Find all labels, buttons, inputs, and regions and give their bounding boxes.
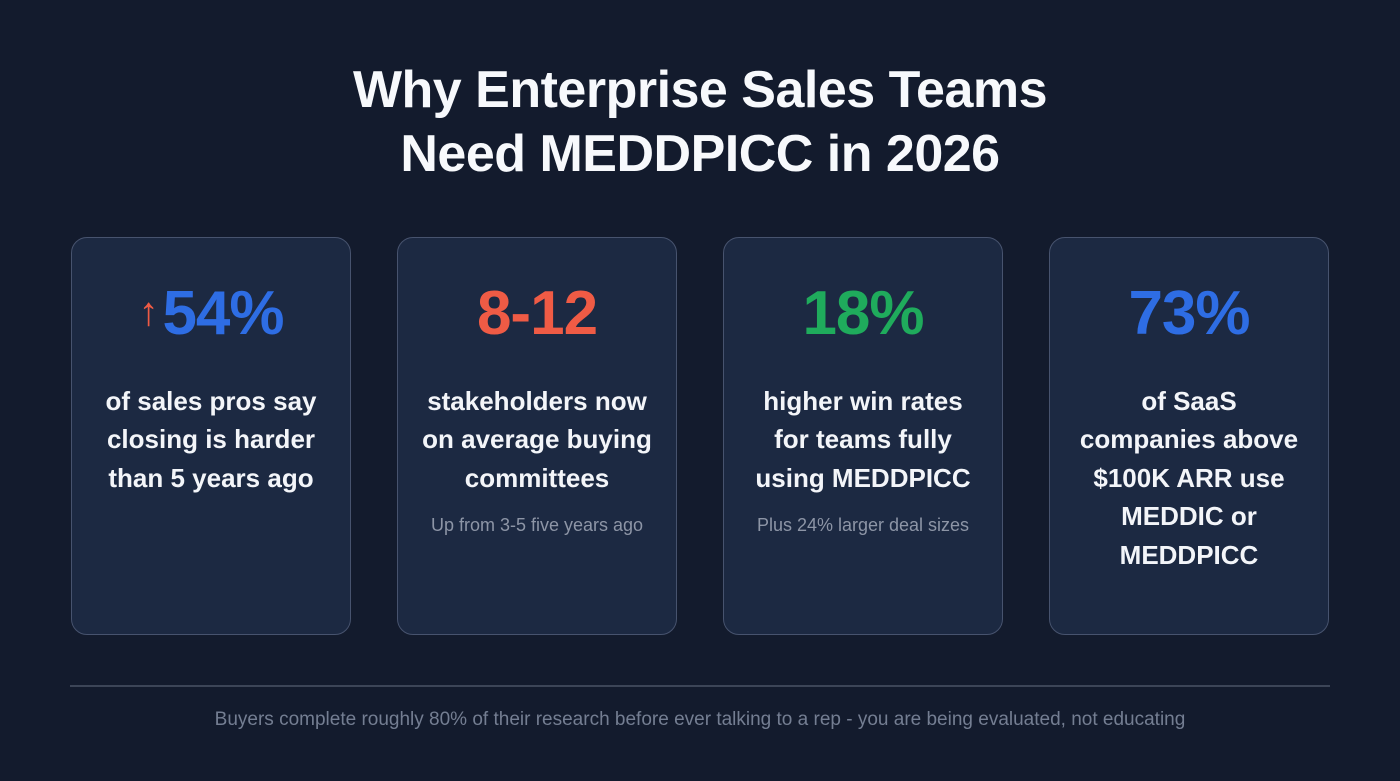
stat-value: 8-12	[476, 278, 598, 348]
stat-cards-row: ↑ 54% of sales pros say closing is harde…	[0, 236, 1400, 635]
page-title-line-2: Need MEDDPICC in 2026	[400, 125, 1000, 184]
stat-line: 18%	[802, 272, 924, 356]
stat-line: 73%	[1128, 272, 1250, 356]
page-title-line-1: Why Enterprise Sales Teams	[352, 61, 1048, 119]
stat-line: ↑ 54%	[138, 272, 284, 356]
footer-note: Buyers complete roughly 80% of their res…	[214, 708, 1186, 730]
up-arrow-icon: ↑	[138, 289, 159, 334]
stat-body: of SaaS companies above $100K ARR use ME…	[1079, 385, 1299, 570]
stat-value: 54%	[162, 278, 284, 348]
stat-card-saas-adoption: 73% of SaaS companies above $100K ARR us…	[1049, 236, 1329, 635]
stat-caption: Plus 24% larger deal sizes	[756, 515, 970, 536]
stat-value: 18%	[802, 278, 924, 348]
stat-body: higher win rates for teams fully using M…	[755, 385, 971, 493]
stat-caption: Up from 3-5 five years ago	[430, 515, 644, 536]
stat-card-stakeholders: 8-12 stakeholders now on average buying …	[397, 236, 677, 635]
stat-value: 73%	[1128, 278, 1250, 348]
stat-line: 8-12	[476, 272, 598, 356]
stat-card-win-rates: 18% higher win rates for teams fully usi…	[723, 236, 1003, 635]
divider	[70, 684, 1330, 687]
stat-card-closing-harder: ↑ 54% of sales pros say closing is harde…	[71, 236, 351, 635]
stat-body: stakeholders now on average buying commi…	[422, 385, 652, 493]
page-title: Why Enterprise Sales Teams Need MEDDPICC…	[0, 58, 1400, 187]
stat-body: of sales pros say closing is harder than…	[105, 385, 317, 493]
